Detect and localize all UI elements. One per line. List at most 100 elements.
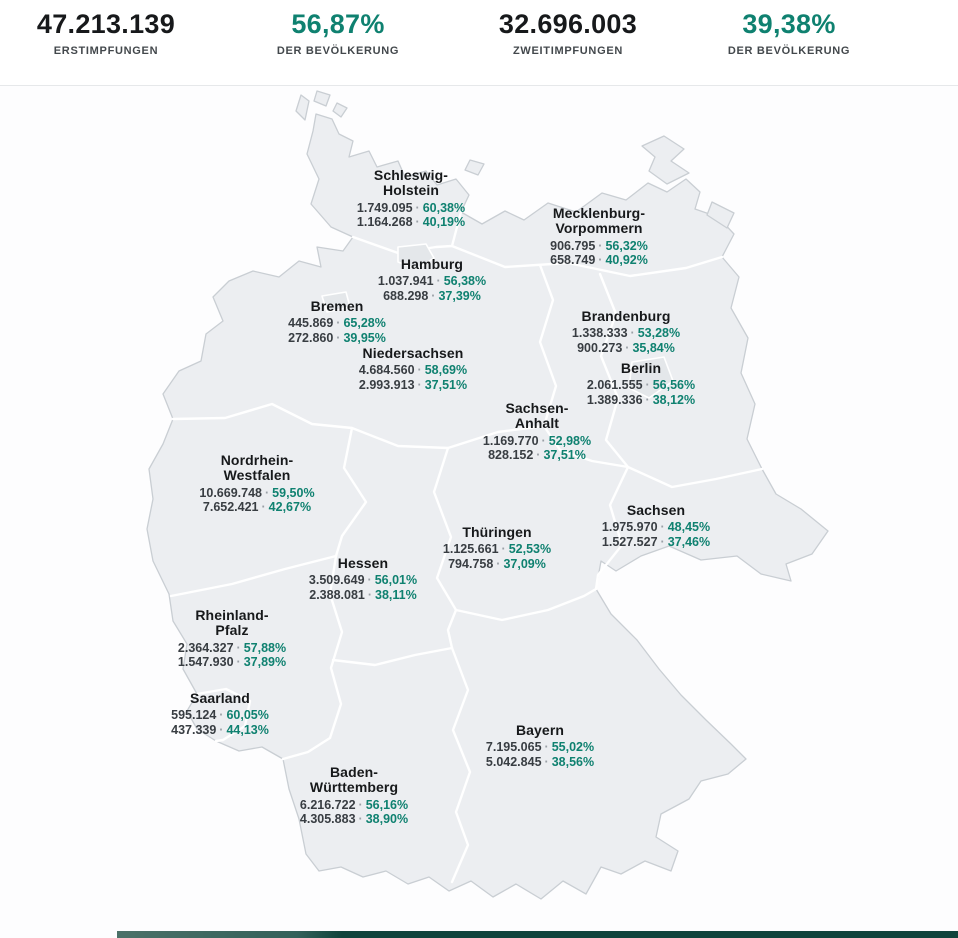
dot-separator-icon: · [625, 340, 630, 355]
dot-separator-icon: · [417, 363, 422, 378]
first-doses-percent: 56,01% [374, 573, 418, 588]
first-doses-count: 445.869 [288, 316, 334, 331]
first-doses-count: 1.975.970 [601, 520, 658, 535]
second-doses-line: 658.749 · 40,92% [550, 253, 648, 267]
second-doses-percent: 38,56% [551, 754, 595, 769]
dot-separator-icon: · [358, 812, 363, 827]
usedom-island [706, 201, 735, 229]
berlin-shape [628, 356, 674, 399]
state-label: Niedersachsen 4.684.560 · 58,69% 2.993.913… [358, 345, 468, 392]
first-doses-percent: 59,50% [272, 485, 315, 500]
state-name: Hessen [337, 555, 389, 571]
second-doses-line: 4.305.883 · 38,90% [300, 812, 408, 826]
second-doses-count: 688.298 [383, 288, 429, 303]
second-doses-percent: 37,46% [667, 534, 711, 549]
state-label: Hamburg 1.037.941 · 56,38% 688.298 · 37,39% [377, 256, 486, 303]
bremen-shape [321, 291, 351, 313]
state-name: Sachsen [626, 502, 686, 518]
state-label: Berlin 2.061.555 · 56,56% 1.389.336 · 38,12% [587, 360, 696, 407]
north-sea-island [332, 102, 348, 118]
second-doses-percent: 37,89% [243, 655, 287, 670]
islands [295, 90, 735, 229]
first-doses-line: 6.216.722 · 56,16% [300, 798, 408, 812]
first-doses-count: 4.684.560 [358, 363, 415, 378]
second-doses-line: 1.527.527 · 37,46% [602, 535, 710, 549]
second-doses-line: 900.273 · 35,84% [572, 341, 680, 355]
dot-separator-icon: · [415, 200, 420, 215]
state-name: Berlin [620, 360, 662, 376]
second-doses-percent: 38,11% [375, 587, 417, 602]
state-label: Hessen 3.509.649 · 56,01% 2.388.081 · 38,11% [309, 555, 417, 602]
stat-label: ERSTIMPFUNGEN [53, 45, 159, 58]
first-doses-count: 7.195.065 [485, 740, 542, 755]
state-label: Schleswig- Holstein 1.749.095 · 60,38% 1.16… [357, 167, 465, 229]
first-doses-line: 3.509.649 · 56,01% [309, 573, 417, 587]
first-doses-count: 3.509.649 [308, 573, 365, 588]
dot-separator-icon: · [541, 433, 546, 448]
second-doses-line: 5.042.845 · 38,56% [486, 755, 594, 769]
dot-separator-icon: · [264, 485, 270, 500]
first-doses-count: 1.037.941 [377, 274, 434, 289]
second-doses-count: 1.527.527 [601, 534, 658, 549]
second-doses-count: 900.273 [577, 340, 623, 355]
state-name: Brandenburg [581, 308, 671, 324]
dot-separator-icon: · [367, 573, 372, 588]
state-label: Saarland 595.124 · 60,05% 437.339 · 44,13% [171, 690, 269, 737]
state-name: Thüringen [462, 524, 532, 540]
header-stat: 39,38% DER BEVÖLKERUNG [728, 9, 850, 57]
first-doses-line: 2.364.327 · 57,88% [178, 641, 286, 655]
north-sea-island [295, 94, 310, 121]
second-doses-percent: 38,90% [365, 812, 409, 827]
dot-separator-icon: · [660, 520, 665, 535]
first-doses-percent: 58,69% [424, 363, 468, 378]
dot-separator-icon: · [236, 640, 241, 655]
second-doses-count: 7.652.421 [202, 500, 259, 515]
state-label: Bremen 445.869 · 65,28% 272.860 · 39,95% [288, 298, 386, 345]
first-doses-line: 1.338.333 · 53,28% [572, 326, 680, 340]
dot-separator-icon: · [630, 326, 635, 341]
stat-label: DER BEVÖLKERUNG [276, 45, 400, 58]
stat-value: 47.213.139 [36, 9, 176, 39]
ruegen-island [641, 135, 690, 185]
second-doses-percent: 37,51% [424, 377, 468, 392]
state-label: Nordrhein- Westfalen 10.669.748 · 59,50% 7.… [199, 452, 315, 515]
stats-header: 47.213.139 ERSTIMPFUNGEN 56,87% DER BEVÖ… [0, 0, 958, 86]
first-doses-count: 2.364.327 [177, 640, 234, 655]
state-name: Sachsen- Anhalt [505, 400, 569, 432]
first-doses-percent: 56,32% [605, 238, 648, 253]
dot-separator-icon: · [544, 740, 549, 755]
dot-separator-icon: · [336, 316, 341, 331]
dot-separator-icon: · [261, 500, 266, 515]
first-doses-percent: 56,56% [652, 378, 696, 393]
state-label: Sachsen- Anhalt 1.169.770 · 52,98% 828.152 ·… [483, 400, 591, 462]
state-label: Bayern 7.195.065 · 55,02% 5.042.845 · 38,56% [485, 722, 594, 769]
second-doses-line: 1.389.336 · 38,12% [587, 393, 695, 407]
header-stat: 32.696.003 ZWEITIMPFUNGEN [499, 9, 637, 57]
second-doses-line: 437.339 · 44,13% [171, 723, 269, 737]
second-doses-percent: 37,39% [438, 288, 481, 303]
state-label: Brandenburg 1.338.333 · 53,28% 900.273 · 35,… [572, 308, 680, 355]
first-doses-count: 1.749.095 [356, 200, 413, 215]
dot-separator-icon: · [336, 330, 341, 345]
stat-value: 39,38% [742, 9, 836, 39]
first-doses-percent: 57,88% [243, 640, 287, 655]
first-doses-line: 1.125.661 · 52,53% [443, 542, 551, 556]
first-doses-count: 6.216.722 [299, 797, 356, 812]
first-doses-line: 1.749.095 · 60,38% [357, 201, 465, 215]
first-doses-percent: 52,53% [508, 542, 552, 557]
dot-separator-icon: · [358, 797, 363, 812]
first-doses-count: 595.124 [171, 708, 217, 723]
second-doses-percent: 37,51% [543, 448, 586, 463]
city-state-enclaves [321, 243, 674, 399]
second-doses-count: 1.389.336 [586, 392, 643, 407]
first-doses-count: 906.795 [550, 238, 596, 253]
dot-separator-icon: · [645, 392, 650, 407]
dot-separator-icon: · [367, 587, 373, 602]
second-doses-count: 2.388.081 [309, 587, 365, 602]
second-doses-line: 828.152 · 37,51% [483, 448, 591, 462]
dot-separator-icon: · [431, 288, 436, 303]
dot-separator-icon: · [436, 274, 441, 289]
second-doses-percent: 37,09% [503, 556, 546, 571]
second-doses-line: 688.298 · 37,39% [378, 289, 486, 303]
